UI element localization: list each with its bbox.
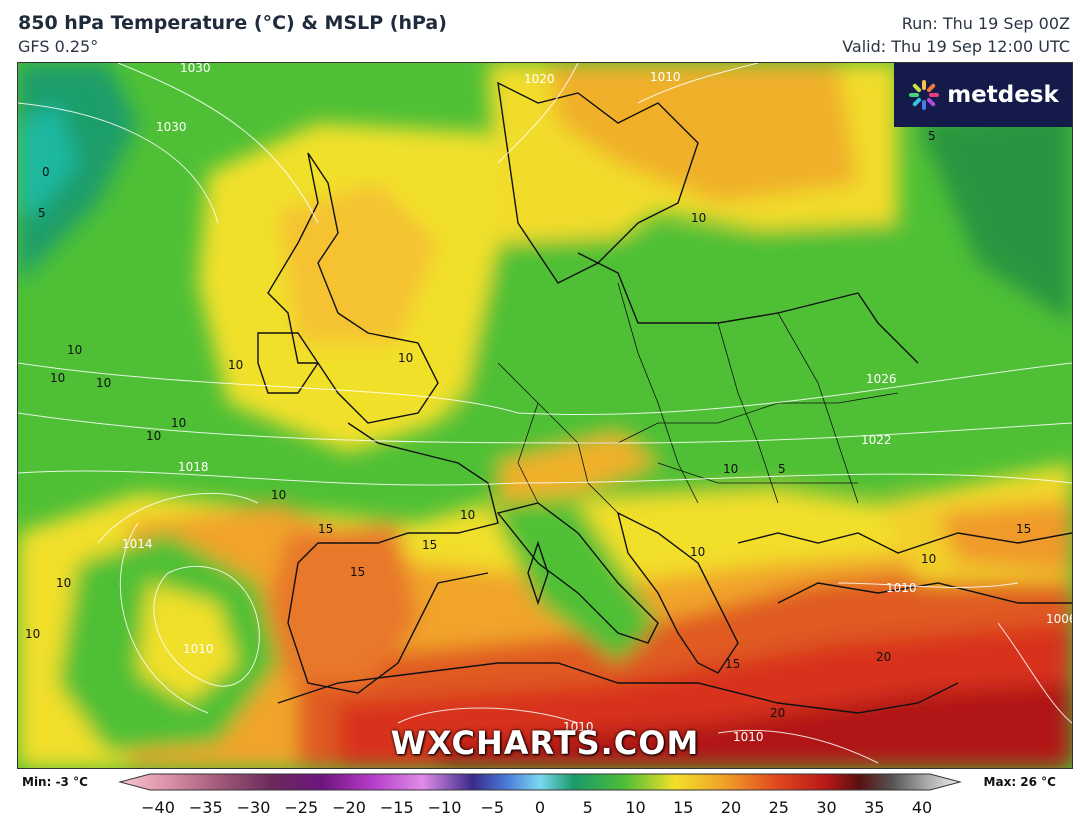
isobars	[18, 63, 1072, 764]
temp-label: 10	[723, 462, 738, 476]
scale-tick-label: −25	[284, 798, 318, 817]
scale-tick-label: −15	[380, 798, 414, 817]
scale-tick-label: 15	[673, 798, 693, 817]
temp-label: 10	[56, 576, 71, 590]
metdesk-flower-icon	[909, 80, 940, 110]
baltic-coast	[577, 252, 919, 364]
isobar-label: 1020	[524, 72, 555, 86]
isobar-label: 1010	[886, 581, 917, 595]
isobar-label: 1014	[122, 537, 153, 551]
temp-label: 5	[38, 206, 46, 220]
temperature-scale: Min: -3 °C Max: 26 °C	[0, 770, 1088, 830]
temp-label: 0	[42, 165, 50, 179]
chart-title: 850 hPa Temperature (°C) & MSLP (hPa)	[18, 12, 447, 34]
scale-tick-label: 30	[816, 798, 836, 817]
scale-max-label: Max: 26 °C	[983, 775, 1056, 789]
model-label: GFS 0.25°	[18, 37, 99, 56]
scale-ticks: −40 −35 −30 −25 −20 −15 −10 −5 0 5 10 15 20 25 30 35 40	[141, 798, 932, 817]
wxcharts-watermark: WXCHARTS.COM	[390, 724, 700, 762]
italy-coast	[496, 502, 659, 644]
balkans-coast	[616, 511, 739, 674]
great-britain-coast	[267, 152, 439, 424]
temp-label: 15	[350, 565, 365, 579]
turkey-coast	[777, 582, 1072, 604]
scale-min-label: Min: -3 °C	[22, 775, 88, 789]
black-sea-coast	[737, 532, 1072, 554]
corsica-sardinia-coast	[527, 540, 549, 606]
temp-label: 10	[921, 552, 936, 566]
isobar-label: 1010	[183, 642, 214, 656]
temp-label: 10	[271, 488, 286, 502]
isobar-label: 1026	[866, 372, 897, 386]
temp-label: 5	[778, 462, 786, 476]
temperature-labels: 10 10 10 10 10 10 10 10 10 10 10 10 10 1…	[25, 129, 1031, 720]
temperature-field	[18, 63, 1072, 768]
valid-label: Valid: Thu 19 Sep 12:00 UTC	[842, 37, 1070, 56]
temp-label: 15	[725, 657, 740, 671]
run-label: Run: Thu 19 Sep 00Z	[901, 14, 1070, 33]
metdesk-logo: metdesk	[894, 63, 1072, 127]
temp-label: 5	[928, 129, 936, 143]
scale-tick-label: 5	[583, 798, 593, 817]
isobar-label: 1030	[180, 63, 211, 75]
scale-tick-label: −40	[141, 798, 175, 817]
temp-label: 10	[228, 358, 243, 372]
temp-label: 10	[460, 508, 475, 522]
coastlines	[257, 81, 1072, 714]
temp-label: 20	[770, 706, 785, 720]
temp-label: 10	[96, 376, 111, 390]
isobar-label: 1010	[563, 720, 594, 734]
temp-label: 10	[67, 343, 82, 357]
isobar-label: 1010	[650, 70, 681, 84]
western-europe-coast	[287, 422, 499, 694]
north-africa-coast	[277, 662, 959, 714]
scale-tick-label: −10	[428, 798, 462, 817]
scale-tick-label: 35	[864, 798, 884, 817]
scandinavia-coast	[497, 81, 699, 284]
scale-tick-label: −5	[480, 798, 504, 817]
metdesk-wordmark: metdesk	[947, 82, 1059, 108]
temp-label: 10	[690, 545, 705, 559]
temp-label: 15	[422, 538, 437, 552]
scale-tick-label: 10	[625, 798, 645, 817]
temp-label: 10	[146, 429, 161, 443]
scale-tick-label: 40	[912, 798, 932, 817]
country-borders	[497, 282, 899, 514]
isobar-label: 1018	[178, 460, 209, 474]
scale-tick-label: −35	[189, 798, 223, 817]
isobar-label: 1010	[733, 730, 764, 744]
temp-label: 10	[691, 211, 706, 225]
temp-label: 20	[876, 650, 891, 664]
temp-label: 10	[25, 627, 40, 641]
temp-label: 15	[318, 522, 333, 536]
ireland-coast	[257, 332, 319, 394]
scale-tick-label: −20	[332, 798, 366, 817]
scale-tick-label: −30	[237, 798, 271, 817]
isobar-label: 1022	[861, 433, 892, 447]
temp-label: 10	[398, 351, 413, 365]
scale-tick-label: 0	[535, 798, 545, 817]
scale-tick-label: 25	[769, 798, 789, 817]
temp-label: 10	[50, 371, 65, 385]
temp-label: 10	[171, 416, 186, 430]
scale-tick-label: 20	[721, 798, 741, 817]
isobar-label: 1006	[1046, 612, 1072, 626]
scale-bar: −40 −35 −30 −25 −20 −15 −10 −5 0 5 10 15 20 25 30 35 40	[118, 773, 962, 817]
isobar-label: 1030	[156, 120, 187, 134]
temp-label: 15	[1016, 522, 1031, 536]
map-canvas: 1030 1030 1026 1022 1018 1014 1010 1010 …	[18, 63, 1072, 768]
weather-map[interactable]: 1030 1030 1026 1022 1018 1014 1010 1010 …	[17, 62, 1073, 769]
isobar-labels: 1030 1030 1026 1022 1018 1014 1010 1010 …	[122, 63, 1072, 744]
